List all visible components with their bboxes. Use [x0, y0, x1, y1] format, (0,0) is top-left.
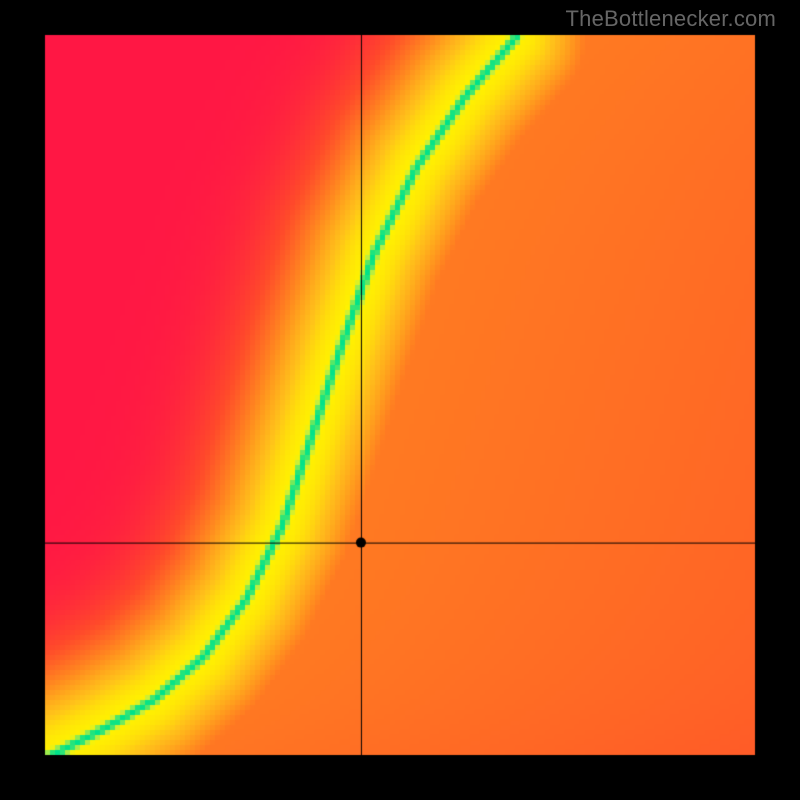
- bottleneck-heatmap: [0, 0, 800, 800]
- watermark-text: TheBottlenecker.com: [566, 6, 776, 32]
